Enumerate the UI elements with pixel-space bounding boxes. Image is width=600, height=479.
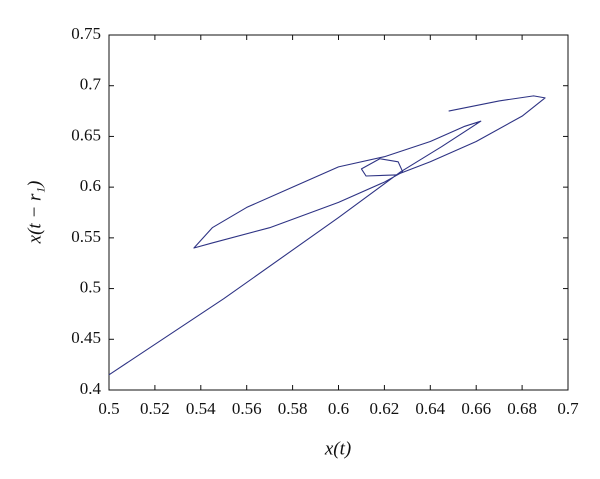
x-tick-label: 0.66 bbox=[461, 399, 491, 418]
y-tick-label: 0.5 bbox=[80, 277, 101, 296]
x-tick-label: 0.68 bbox=[507, 399, 537, 418]
x-tick-label: 0.7 bbox=[557, 399, 579, 418]
x-tick-label: 0.5 bbox=[98, 399, 119, 418]
y-tick-label: 0.75 bbox=[71, 24, 101, 43]
y-axis-label: x(t − r₁) bbox=[24, 181, 45, 245]
y-tick-label: 0.65 bbox=[71, 125, 101, 144]
plot-frame bbox=[108, 34, 569, 391]
x-axis-label: x(t) bbox=[324, 438, 351, 459]
x-tick-label: 0.6 bbox=[328, 399, 349, 418]
x-tick-label: 0.58 bbox=[278, 399, 308, 418]
y-tick-label: 0.6 bbox=[80, 176, 101, 195]
x-tick-label: 0.54 bbox=[186, 399, 216, 418]
y-tick-label: 0.55 bbox=[71, 227, 101, 246]
y-tick-label: 0.4 bbox=[80, 379, 102, 398]
trajectory-line bbox=[108, 95, 546, 376]
x-tick-label: 0.64 bbox=[415, 399, 445, 418]
x-tick-label: 0.52 bbox=[140, 399, 170, 418]
y-tick-label: 0.45 bbox=[71, 328, 101, 347]
x-tick-label: 0.62 bbox=[370, 399, 400, 418]
y-tick-label: 0.7 bbox=[80, 75, 102, 94]
x-tick-label: 0.56 bbox=[232, 399, 262, 418]
